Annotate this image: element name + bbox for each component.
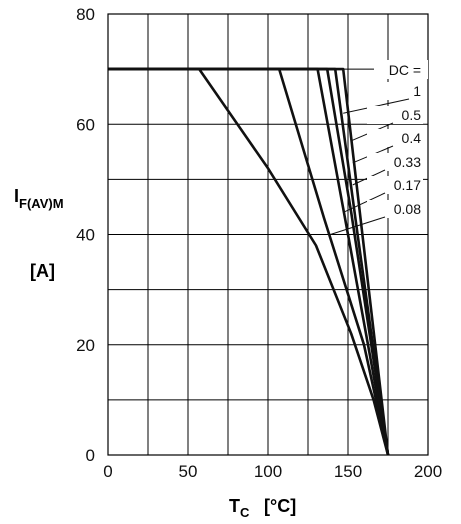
x-tick-label: 50	[179, 462, 198, 481]
x-tick-label: 100	[254, 462, 282, 481]
y-tick-label: 40	[76, 226, 95, 245]
curve-dc-1	[108, 67, 390, 456]
curve-dc-0_4	[108, 67, 390, 456]
x-axis-label-sub: C	[240, 505, 250, 520]
legend-label-bg	[367, 176, 423, 194]
y-tick-label: 20	[76, 336, 95, 355]
x-tick-label: 150	[334, 462, 362, 481]
legend-label-bg	[367, 129, 423, 147]
x-tick-label: 0	[103, 462, 112, 481]
legend-title-bg	[374, 60, 428, 79]
legend-label-bg	[367, 153, 423, 171]
legend-label: 1	[413, 83, 421, 99]
legend-label: 0.5	[402, 107, 422, 123]
legend-leader-line	[342, 192, 386, 213]
y-tick-label: 60	[76, 115, 95, 134]
plot-frame	[107, 13, 429, 456]
curves	[108, 67, 390, 456]
legend-label: 0.08	[394, 201, 421, 217]
y-tick-label: 0	[86, 446, 95, 465]
curve-dc-0_08	[108, 67, 390, 456]
y-axis-label: IF(AV)M	[14, 186, 64, 211]
legend-leader-line	[330, 216, 386, 235]
legend-label-bg	[367, 106, 423, 124]
y-axis-unit: [A]	[30, 261, 55, 281]
y-axis-label-sub: F(AV)M	[19, 196, 64, 211]
x-tick-label: 200	[414, 462, 442, 481]
curve-dc-0_33	[108, 67, 390, 456]
y-axis-label-main: I	[14, 186, 19, 206]
legend-label: 0.33	[394, 154, 421, 170]
x-axis-unit: [°C]	[264, 496, 296, 516]
legend-title: DC =	[389, 62, 421, 78]
y-tick-label: 80	[76, 5, 95, 24]
legend-label: 0.4	[402, 130, 422, 146]
curve-dc-0_17	[108, 67, 390, 456]
legend-label: 0.17	[394, 177, 421, 193]
curve-dc-0_5	[108, 67, 390, 456]
ticks: 0 50 100 150 200 0 20 40 60 80	[76, 5, 442, 481]
x-axis-label: TC	[229, 496, 250, 520]
legend: DC = 1 0.5 0.4 0.33 0.17 0.08	[330, 60, 428, 235]
legend-label-bg	[367, 200, 423, 218]
legend-label-bg	[367, 82, 423, 100]
x-axis-label-main: T	[229, 496, 240, 516]
